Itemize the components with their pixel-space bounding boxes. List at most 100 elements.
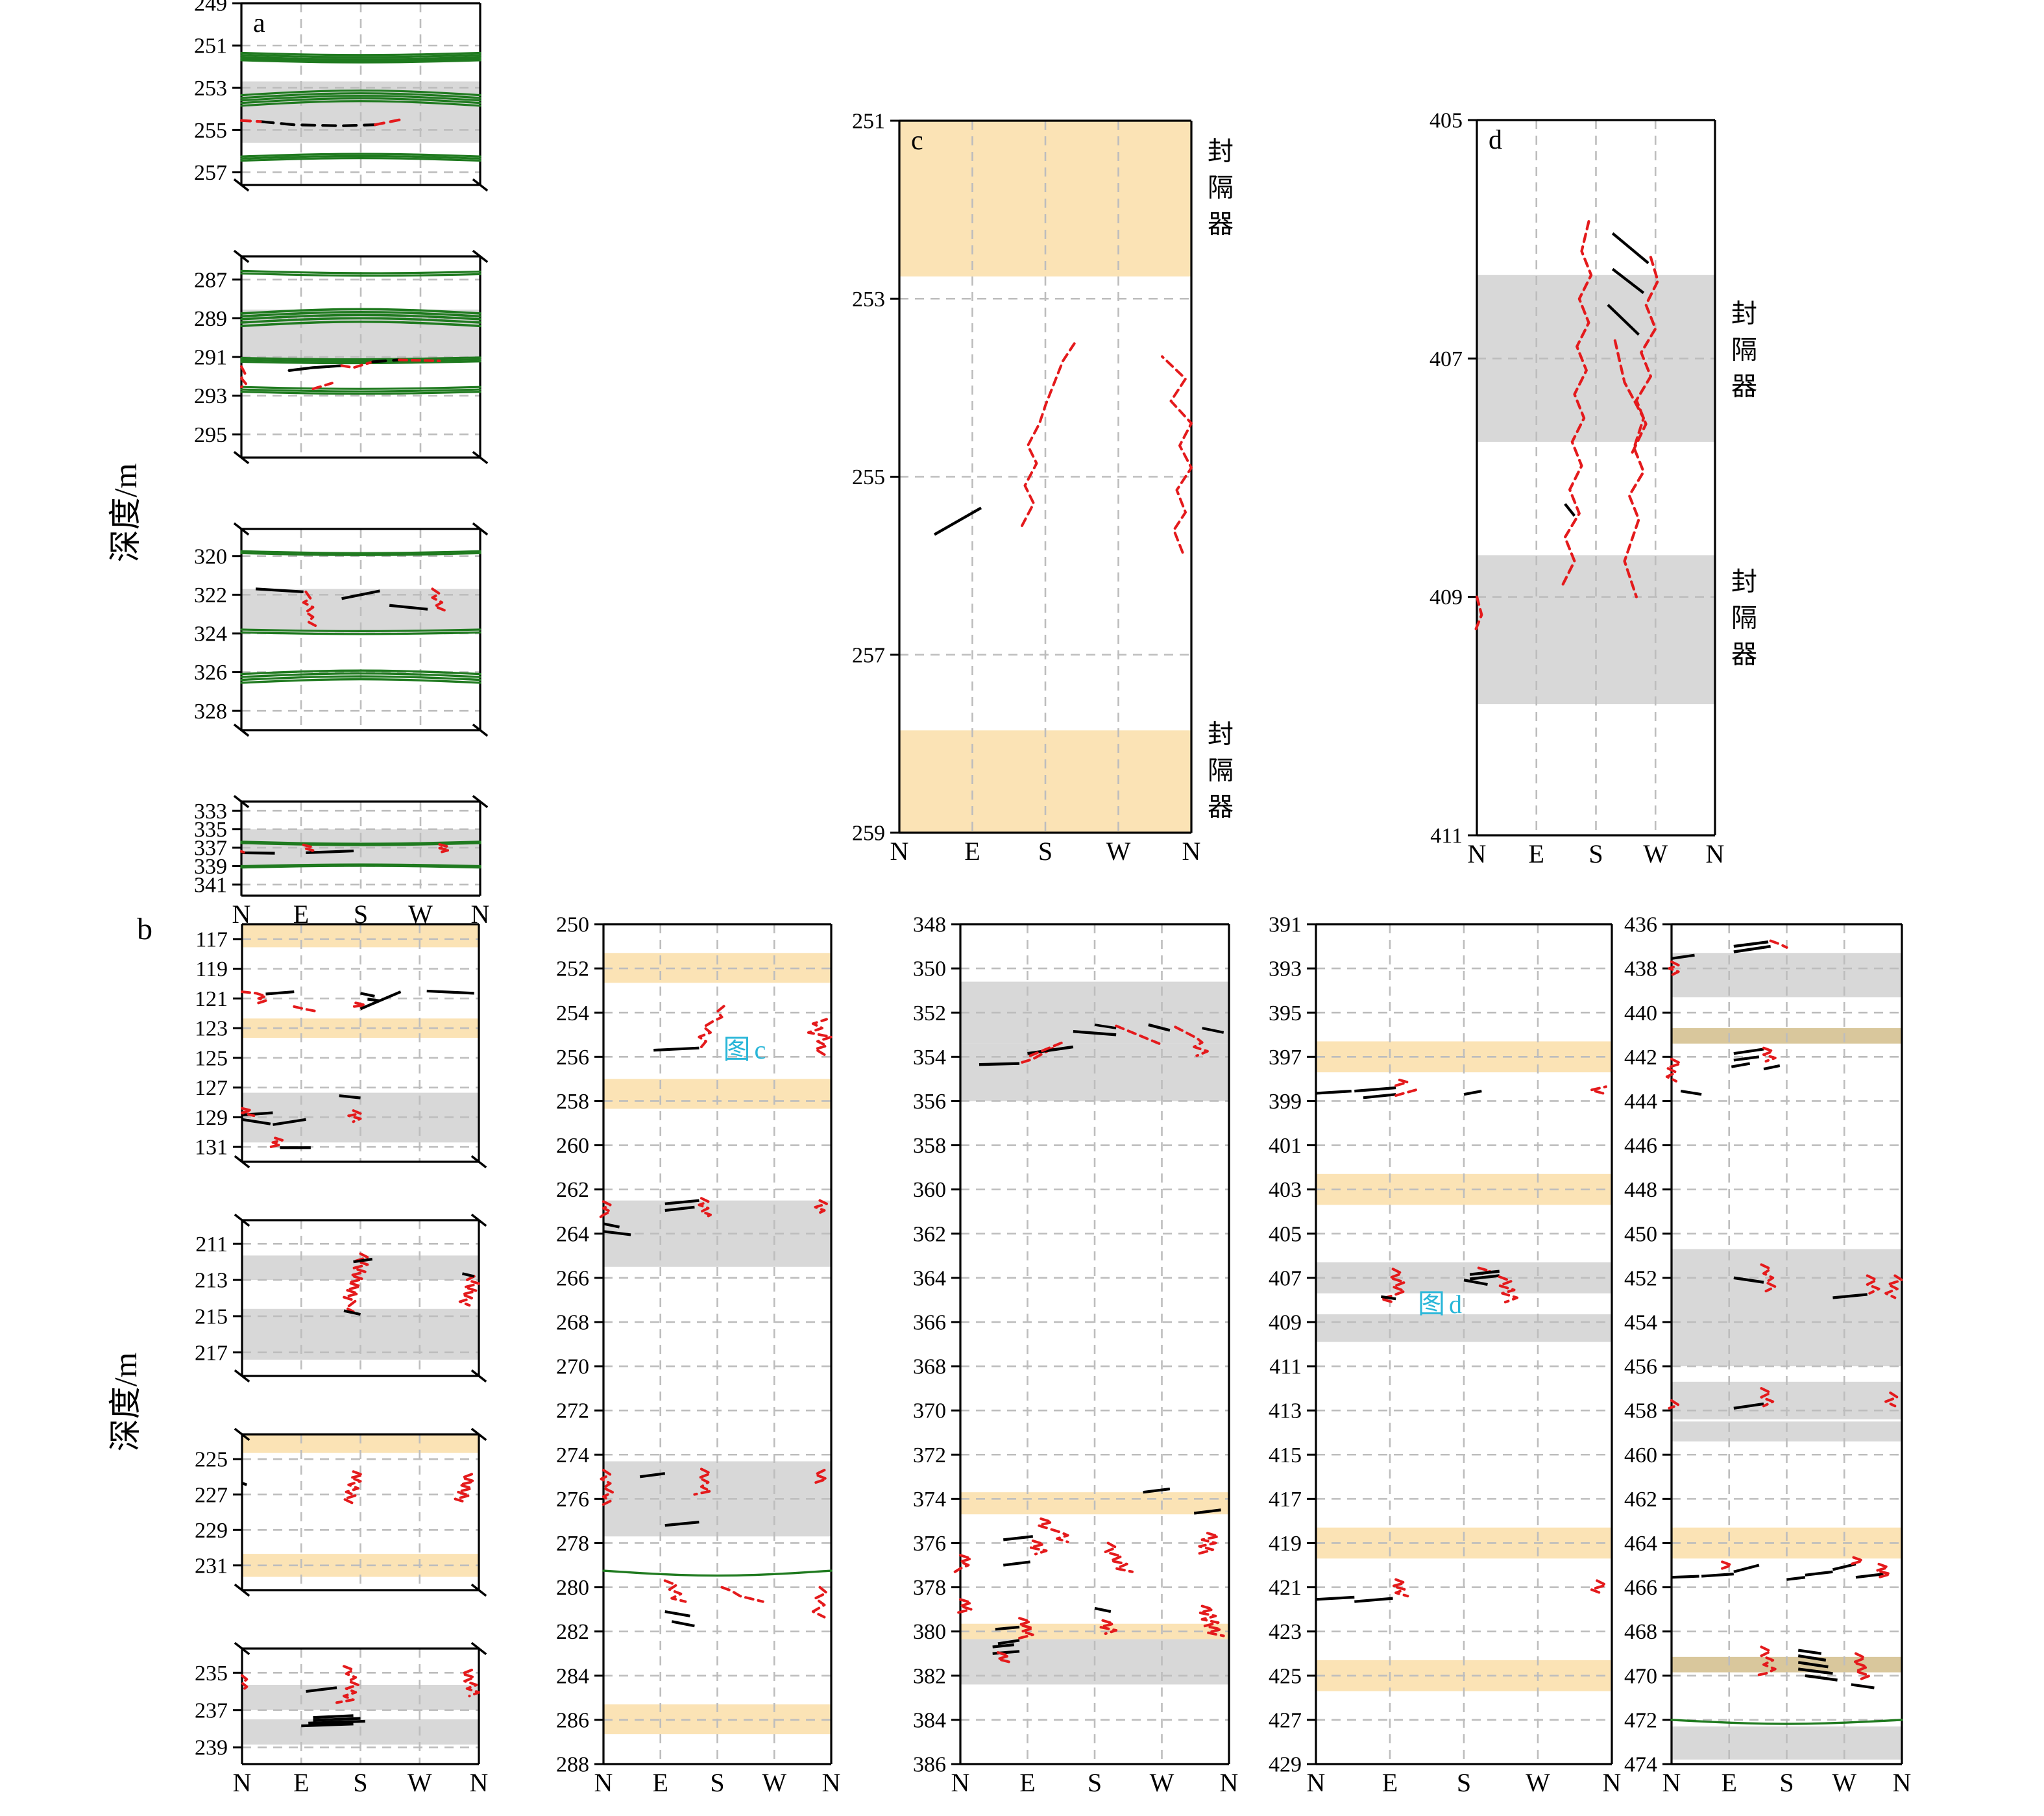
svg-text:446: 446 [1624, 1134, 1657, 1158]
svg-text:401: 401 [1269, 1134, 1302, 1158]
svg-text:462: 462 [1624, 1488, 1657, 1512]
svg-text:450: 450 [1624, 1222, 1657, 1246]
svg-text:386: 386 [913, 1753, 946, 1777]
svg-text:362: 362 [913, 1222, 946, 1246]
svg-text:460: 460 [1624, 1443, 1657, 1467]
svg-text:458: 458 [1624, 1399, 1657, 1423]
svg-text:258: 258 [556, 1090, 589, 1114]
svg-text:215: 215 [195, 1305, 228, 1329]
svg-text:S: S [1588, 839, 1603, 868]
svg-text:250: 250 [556, 913, 589, 937]
svg-text:360: 360 [913, 1178, 946, 1202]
svg-text:378: 378 [913, 1576, 946, 1600]
svg-text:286: 286 [556, 1708, 589, 1732]
svg-text:266: 266 [556, 1266, 589, 1290]
svg-text:123: 123 [195, 1017, 228, 1041]
svg-text:131: 131 [195, 1136, 228, 1160]
svg-text:E: E [293, 1768, 309, 1797]
svg-text:封: 封 [1731, 299, 1757, 328]
svg-text:隔: 隔 [1731, 604, 1757, 633]
svg-text:E: E [964, 837, 980, 866]
svg-text:239: 239 [195, 1736, 228, 1760]
svg-text:407: 407 [1269, 1266, 1302, 1290]
svg-text:252: 252 [556, 957, 589, 981]
svg-text:E: E [1382, 1768, 1398, 1797]
svg-text:411: 411 [1269, 1355, 1302, 1379]
svg-text:S: S [710, 1768, 724, 1797]
svg-text:W: W [1106, 837, 1131, 866]
svg-text:417: 417 [1269, 1488, 1302, 1512]
svg-text:器: 器 [1731, 640, 1757, 669]
svg-text:W: W [408, 1768, 432, 1797]
svg-text:341: 341 [194, 874, 227, 898]
svg-text:W: W [1643, 839, 1668, 868]
svg-text:257: 257 [194, 161, 227, 185]
svg-text:217: 217 [195, 1341, 228, 1365]
svg-text:452: 452 [1624, 1266, 1657, 1290]
svg-text:W: W [762, 1768, 786, 1797]
svg-text:295: 295 [194, 423, 227, 447]
svg-text:封: 封 [1731, 567, 1757, 596]
svg-text:256: 256 [556, 1046, 589, 1070]
svg-text:472: 472 [1624, 1708, 1657, 1732]
svg-text:W: W [1526, 1768, 1550, 1797]
svg-text:257: 257 [852, 643, 885, 667]
svg-text:395: 395 [1269, 1001, 1302, 1025]
svg-text:a: a [253, 8, 265, 38]
svg-text:413: 413 [1269, 1399, 1302, 1423]
svg-text:442: 442 [1624, 1046, 1657, 1070]
svg-text:348: 348 [913, 913, 946, 937]
svg-text:器: 器 [1208, 210, 1234, 239]
svg-text:N: N [1182, 837, 1201, 866]
svg-text:119: 119 [195, 957, 228, 981]
svg-text:280: 280 [556, 1576, 589, 1600]
svg-text:370: 370 [913, 1399, 946, 1423]
svg-text:403: 403 [1269, 1178, 1302, 1202]
svg-text:N: N [1307, 1768, 1326, 1797]
svg-text:229: 229 [195, 1519, 228, 1543]
svg-text:415: 415 [1269, 1443, 1302, 1467]
svg-text:356: 356 [913, 1090, 946, 1114]
svg-text:380: 380 [913, 1620, 946, 1644]
svg-text:255: 255 [194, 119, 227, 143]
svg-text:d: d [1449, 1290, 1462, 1319]
svg-text:464: 464 [1624, 1532, 1657, 1556]
svg-text:436: 436 [1624, 913, 1657, 937]
svg-text:器: 器 [1731, 371, 1757, 400]
svg-text:S: S [1088, 1768, 1102, 1797]
svg-text:272: 272 [556, 1399, 589, 1423]
svg-text:382: 382 [913, 1664, 946, 1688]
svg-text:隔: 隔 [1731, 335, 1757, 364]
svg-text:262: 262 [556, 1178, 589, 1202]
svg-text:350: 350 [913, 957, 946, 981]
svg-text:368: 368 [913, 1355, 946, 1379]
svg-text:274: 274 [556, 1443, 589, 1467]
svg-text:254: 254 [556, 1001, 589, 1025]
svg-text:封: 封 [1208, 720, 1234, 749]
svg-text:326: 326 [194, 661, 227, 685]
svg-text:324: 324 [194, 622, 227, 646]
svg-text:251: 251 [194, 34, 227, 58]
svg-text:N: N [890, 837, 909, 866]
svg-text:隔: 隔 [1208, 756, 1234, 785]
svg-text:237: 237 [195, 1699, 228, 1723]
svg-text:249: 249 [194, 0, 227, 16]
svg-text:259: 259 [852, 822, 885, 846]
svg-text:288: 288 [556, 1753, 589, 1777]
svg-text:N: N [1893, 1768, 1912, 1797]
svg-text:352: 352 [913, 1001, 946, 1025]
svg-text:438: 438 [1624, 957, 1657, 981]
svg-text:E: E [1529, 839, 1544, 868]
svg-text:405: 405 [1430, 109, 1463, 133]
svg-text:264: 264 [556, 1222, 589, 1246]
svg-text:320: 320 [194, 545, 227, 569]
svg-text:448: 448 [1624, 1178, 1657, 1202]
svg-text:d: d [1489, 125, 1502, 155]
svg-text:129: 129 [195, 1106, 228, 1130]
svg-text:c: c [755, 1035, 766, 1064]
svg-text:376: 376 [913, 1532, 946, 1556]
svg-text:E: E [1019, 1768, 1035, 1797]
svg-text:399: 399 [1269, 1090, 1302, 1114]
svg-text:354: 354 [913, 1046, 946, 1070]
svg-text:231: 231 [195, 1554, 228, 1578]
